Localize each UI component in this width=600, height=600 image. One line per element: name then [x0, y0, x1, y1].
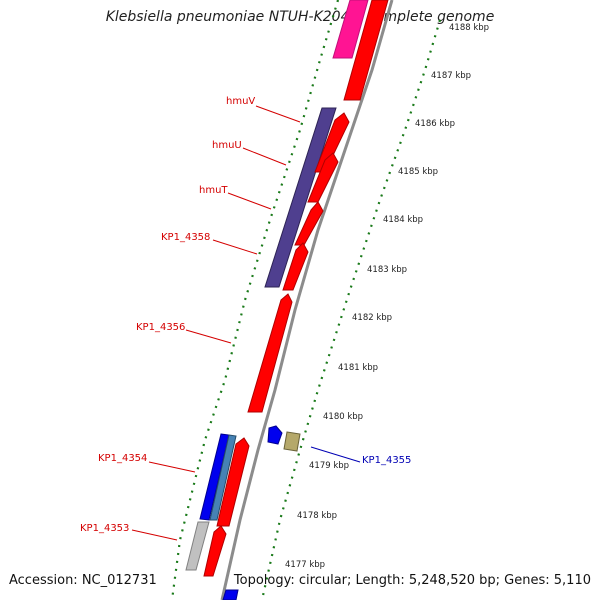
label-KP1_4355: KP1_4355: [362, 455, 411, 466]
tick-4182: 4182 kbp: [352, 313, 392, 323]
accession-text: Accession: NC_012731: [9, 573, 157, 588]
label-leaders: [131, 105, 361, 541]
label-KP1_4353: KP1_4353: [80, 523, 129, 534]
label-hmuU: hmuU: [212, 140, 242, 151]
tick-4180: 4180 kbp: [323, 412, 363, 422]
inner-dashed-ring: [260, 19, 442, 600]
label-hmuV: hmuV: [226, 96, 255, 107]
gene-steel-lower[interactable]: [209, 434, 237, 521]
tick-4183: 4183 kbp: [367, 265, 407, 275]
gene-top-red[interactable]: [343, 0, 389, 101]
tick-4187: 4187 kbp: [431, 71, 471, 81]
tick-4184: 4184 kbp: [383, 215, 423, 225]
label-KP1_4356: KP1_4356: [136, 322, 185, 333]
gene-hmuU-arrow[interactable]: [307, 152, 339, 203]
gene-blue-lower[interactable]: [199, 433, 230, 521]
label-KP1_4358: KP1_4358: [161, 232, 210, 243]
outer-dashed-ring: [170, 0, 340, 600]
gene-hmuV-arrow[interactable]: [314, 112, 350, 173]
genome-backbone: [220, 0, 394, 600]
label-KP1_4354: KP1_4354: [98, 453, 147, 464]
gene-KP1_4353-arrow[interactable]: [203, 525, 227, 577]
gene-hmu-operon[interactable]: [264, 107, 337, 288]
tick-4177: 4177 kbp: [285, 560, 325, 570]
gene-labels: hmuV hmuU hmuT KP1_4358 KP1_4356 KP1_435…: [80, 96, 411, 534]
gene-KP1_4356-arrow[interactable]: [247, 293, 293, 413]
tick-4179: 4179 kbp: [309, 461, 349, 471]
gene-KP1_4355[interactable]: [283, 431, 301, 452]
gene-small-blue[interactable]: [267, 425, 283, 445]
tick-4185: 4185 kbp: [398, 167, 438, 177]
map-title: Klebsiella pneumoniae NTUH-K2044, comple…: [105, 9, 495, 25]
gene-KP1_4358-arrow[interactable]: [282, 242, 309, 291]
topology-text: Topology: circular; Length: 5,248,520 bp…: [233, 573, 591, 588]
gene-KP1_4354-arrow[interactable]: [216, 437, 250, 527]
tick-4186: 4186 kbp: [415, 119, 455, 129]
tick-4181: 4181 kbp: [338, 363, 378, 373]
label-hmuT: hmuT: [199, 185, 228, 196]
gene-bottom-blue[interactable]: [222, 589, 239, 600]
gene-hmuT-arrow[interactable]: [294, 201, 324, 246]
gene-magenta[interactable]: [332, 0, 369, 59]
tick-4178: 4178 kbp: [297, 511, 337, 521]
gene-grey-lower[interactable]: [185, 521, 210, 571]
tick-4188: 4188 kbp: [449, 23, 489, 33]
scale-labels: 4188 kbp 4187 kbp 4186 kbp 4185 kbp 4184…: [285, 23, 489, 570]
